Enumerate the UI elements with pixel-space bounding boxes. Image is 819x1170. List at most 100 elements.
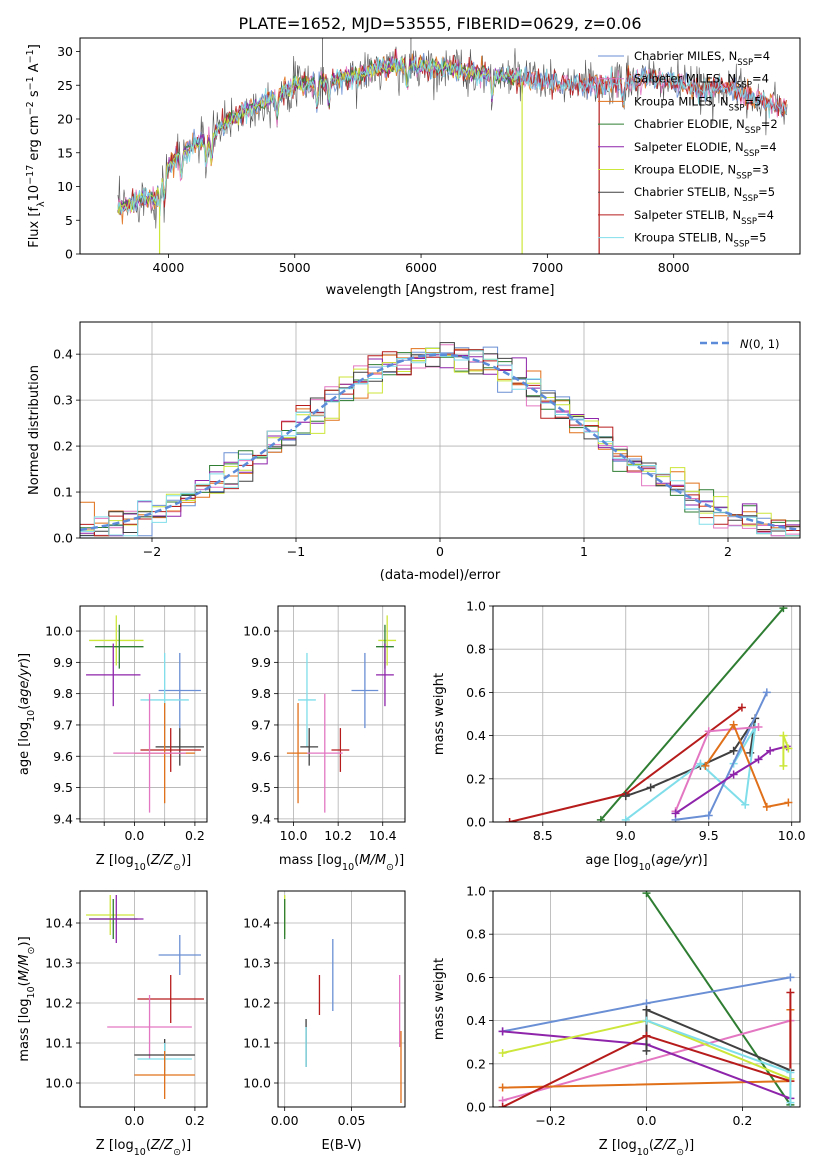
legend-label: Kroupa ELODIE, NSSP=3 <box>634 163 769 182</box>
legend-label: Chabrier ELODIE, NSSP=2 <box>634 117 778 136</box>
y-tick-label: 9.5 <box>53 780 73 795</box>
x-tick-label: −0.2 <box>535 1113 565 1128</box>
errorbar-point <box>86 895 135 935</box>
x-tick-label: 8000 <box>658 260 690 275</box>
errorbar-point <box>376 643 394 707</box>
x-tick-label: 4000 <box>153 260 185 275</box>
panel-weight-vs-Z: −0.2 0.0 0.2 0.0 0.2 0.4 0.6 0.8 1.0 <box>466 884 801 1128</box>
y-tick-label: 10.4 <box>243 916 271 931</box>
errorbar-point <box>140 728 201 772</box>
x-axis-label: wavelength [Angstrom, rest frame] <box>326 283 555 298</box>
weight-marker <box>642 1005 651 1014</box>
y-tick-label: 10.3 <box>45 956 73 971</box>
x-axis-label: age [log10(age/yr)] <box>585 853 707 873</box>
errorbar-point <box>155 728 204 766</box>
y-axis-label: mass [log10(M/M⊙)] <box>17 936 37 1061</box>
x-tick-label: 10.4 <box>369 828 397 843</box>
x-tick-label: −2 <box>143 544 161 559</box>
y-tick-label: 0.2 <box>466 771 486 786</box>
weight-marker <box>498 1049 507 1057</box>
errorbar-point <box>286 703 310 804</box>
errorbar-point <box>158 935 201 975</box>
y-tick-label: 9.7 <box>251 717 271 732</box>
spectrum-line-kroupa-elodie <box>117 57 522 215</box>
weight-line-chabrier-elodie <box>600 607 785 821</box>
plot-area <box>117 38 788 254</box>
weight-line-kroupa-miles <box>704 722 789 809</box>
panel-age-vs-Z: 0.0 0.2 9.4 9.5 9.6 9.7 9.8 9.9 10.0 <box>45 605 208 843</box>
x-tick-label: 7000 <box>531 260 563 275</box>
x-tick-label: 10.0 <box>280 828 308 843</box>
weight-marker <box>671 809 680 818</box>
weight-line-salpeter-stelib <box>502 992 792 1107</box>
y-tick-label: 9.6 <box>53 749 73 764</box>
weight-marker <box>704 727 713 736</box>
weight-line-salpeter-elodie <box>674 745 787 815</box>
y-tick-label: 9.4 <box>251 811 271 826</box>
weight-marker <box>642 1031 651 1040</box>
x-tick-label: 0.2 <box>732 1113 752 1128</box>
y-tick-label: 30 <box>57 44 73 59</box>
x-tick-label: 0.0 <box>124 828 144 843</box>
errorbar-point <box>89 615 144 666</box>
errorbar-point <box>158 652 201 729</box>
axes-frame <box>492 605 801 823</box>
x-axis-label: Z [log10(Z/Z⊙)] <box>599 1138 694 1158</box>
y-tick-label: 0.2 <box>466 1056 486 1071</box>
weight-marker <box>596 815 605 822</box>
y-tick-label: 9.9 <box>53 655 73 670</box>
y-axis-label: mass weight <box>432 673 447 755</box>
x-tick-label: −1 <box>287 544 305 559</box>
x-tick-label: 10.0 <box>778 828 806 843</box>
legend-label: Salpeter STELIB, NSSP=4 <box>634 208 774 227</box>
y-tick-label: 9.4 <box>53 811 73 826</box>
normal-curve <box>80 353 798 532</box>
x-tick-label: 0 <box>436 544 444 559</box>
x-axis-label: (data-model)/error <box>380 568 501 583</box>
y-tick-label: 10.1 <box>243 1036 271 1051</box>
y-tick-label: 0.1 <box>53 485 73 500</box>
y-tick-label: 9.8 <box>251 686 271 701</box>
weight-marker <box>642 1046 651 1055</box>
y-tick-label: 9.6 <box>251 749 271 764</box>
axes-frame <box>277 605 406 823</box>
weight-marker <box>498 1027 507 1036</box>
y-tick-label: 9.7 <box>53 717 73 732</box>
x-tick-label: 6000 <box>405 260 437 275</box>
x-tick-label: 1 <box>580 544 588 559</box>
y-axis-label: Normed distribution <box>27 365 42 495</box>
y-tick-label: 0.0 <box>53 531 73 546</box>
histogram-kroupa-stelib <box>80 350 800 537</box>
plot-area <box>498 891 795 1107</box>
errorbar-point <box>137 975 204 1023</box>
legend-label: Kroupa MILES, NSSP=5 <box>634 94 761 113</box>
errorbar-point <box>107 995 192 1059</box>
plot-area <box>286 615 397 813</box>
y-tick-label: 9.8 <box>53 686 73 701</box>
panel-age-vs-mass: 10.0 10.2 10.4 9.4 9.5 9.6 9.7 9.8 9.9 10.0 <box>243 605 406 843</box>
y-tick-label: 1.0 <box>466 884 486 899</box>
legend-label: Chabrier MILES, NSSP=4 <box>634 49 770 68</box>
weight-marker <box>784 744 793 753</box>
errorbar-point <box>86 643 141 707</box>
legend-label: N(0, 1) <box>740 337 780 351</box>
weight-marker <box>646 783 655 792</box>
weight-marker <box>754 722 763 731</box>
weight-marker <box>642 1016 651 1025</box>
errorbar-point <box>298 652 316 747</box>
errorbar-point <box>113 693 186 813</box>
y-tick-label: 25 <box>57 78 73 93</box>
legend-label: Kroupa STELIB, NSSP=5 <box>634 231 766 250</box>
x-tick-label: 0.05 <box>338 1113 366 1128</box>
y-tick-label: 0.0 <box>466 1100 486 1115</box>
y-tick-label: 10.0 <box>243 1076 271 1091</box>
weight-marker <box>729 720 738 729</box>
y-tick-label: 0.8 <box>466 927 486 942</box>
weight-marker <box>762 802 771 811</box>
weight-marker <box>621 815 630 822</box>
weight-marker <box>704 811 713 820</box>
y-tick-label: 10.2 <box>243 996 271 1011</box>
y-tick-label: 0.4 <box>466 1013 486 1028</box>
y-tick-label: 9.5 <box>251 780 271 795</box>
y-tick-label: 1.0 <box>466 599 486 614</box>
